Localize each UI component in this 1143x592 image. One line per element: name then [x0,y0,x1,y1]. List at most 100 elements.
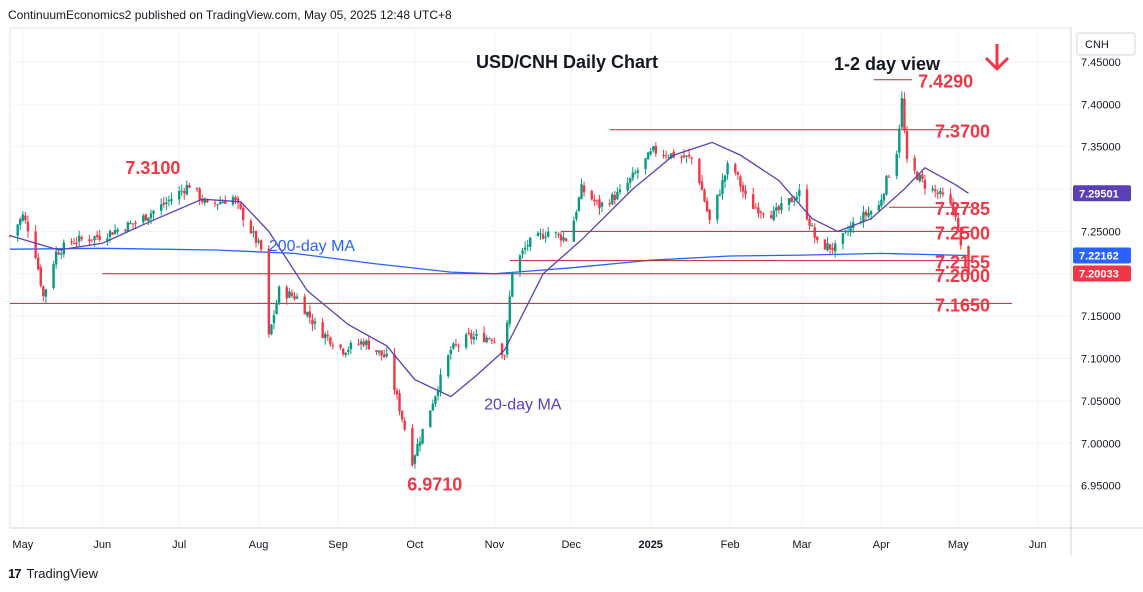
candle-body [106,238,109,242]
price-badge-label: 7.20033 [1079,269,1119,281]
candle-body [862,211,865,223]
candle-body [195,187,199,190]
candle-body [503,355,506,357]
currency-badge [1076,32,1136,56]
candle-body [367,340,370,350]
candle-body [636,170,640,173]
candle-body [898,128,901,153]
candle-body [921,174,924,180]
y-tick-label: 6.95000 [1081,481,1121,493]
candle-body [321,322,324,338]
candle-body [933,189,937,192]
candle-body [170,199,173,202]
levels-layer [10,79,1013,304]
candle-body [849,226,852,233]
candle-body [277,286,281,304]
candle-body [434,396,437,404]
candle-body [523,247,527,250]
candle-body [475,333,478,336]
candle-body [382,354,386,358]
candle-body [147,217,150,222]
tradingview-logo[interactable]: 17 TradingView [8,566,98,581]
y-tick-label: 7.05000 [1081,396,1121,408]
candle-body [416,444,419,456]
candle-body [831,248,834,251]
price-badge-label: 7.22162 [1079,250,1119,262]
candle-body [703,190,706,202]
candle-body [664,155,668,157]
candle-body [452,343,455,349]
candle-body [349,342,353,350]
x-tick-label: May [948,539,969,551]
candle-body [798,190,801,197]
y-tick-label: 7.35000 [1081,142,1121,154]
candle-body [218,202,222,205]
candle-body [667,156,670,158]
candle-body [600,202,604,207]
candle-body [400,410,404,420]
candle-body [341,348,345,355]
candle-body [690,157,693,159]
candle-body [288,291,291,298]
candle-body [951,203,955,211]
candle-body [521,250,524,255]
candle-body [536,232,540,237]
x-tick-label: Oct [406,539,423,551]
candle-body [144,214,148,221]
down-arrow-head [984,56,1010,71]
chart-title: USD/CNH Daily Chart [476,52,658,72]
candle-body [628,178,632,183]
x-tick-label: Aug [249,539,269,551]
candle-body [754,207,757,209]
candle-body [490,339,494,341]
candle-body [411,428,414,466]
candle-body [882,193,886,201]
candle-body [539,233,542,235]
candle-body [941,192,945,195]
candle-body [34,231,37,258]
x-tick-label: Jul [172,539,186,551]
candle-body [375,350,378,353]
candle-body [329,337,332,345]
candle-body [311,319,314,325]
candle-body [213,202,217,204]
x-tick-label: Jun [1029,539,1047,551]
candle-body [57,252,60,255]
candle-body [903,98,906,131]
candle-body [736,172,740,175]
candle-body [344,352,347,355]
candle-body [559,234,563,241]
candle-body [708,209,711,220]
candle-body [867,212,870,217]
x-tick-label: Jun [93,539,111,551]
candle-body [700,181,704,191]
candle-body [357,343,360,345]
candle-body [449,349,453,355]
candle-body [613,195,617,201]
tradingview-brand: TradingView [26,566,99,581]
candle-body [572,220,576,242]
candle-body [347,349,350,352]
candle-body [152,210,155,214]
x-tick-label: Feb [721,539,740,551]
candle-body [626,182,629,191]
candle-body [846,231,850,233]
candle-body [577,197,581,211]
candle-body [877,204,880,211]
candle-body [259,240,263,250]
candle-body [564,238,568,241]
candle-body [967,246,970,274]
candle-body [464,334,468,348]
candle-body [324,333,327,339]
candle-body [93,236,96,241]
candle-body [331,345,335,347]
candle-body [39,267,42,286]
candles-layer [8,91,970,469]
candle-body [454,344,458,346]
candle-body [488,338,491,340]
candle-body [936,192,939,195]
annotation-label: 200-day MA [269,238,356,255]
candle-body [869,211,873,215]
candle-body [508,296,511,324]
